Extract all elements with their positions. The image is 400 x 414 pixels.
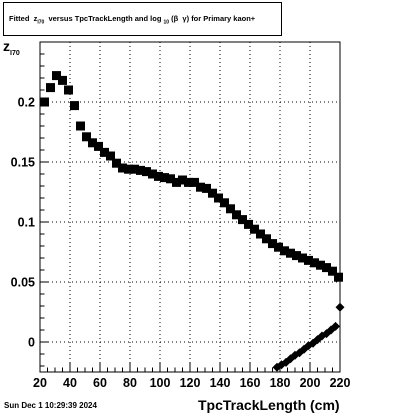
data-point-square [274, 242, 283, 252]
data-point-square [124, 164, 133, 174]
data-point-square [334, 272, 343, 282]
title-beta: (β [171, 14, 179, 23]
data-point-square [184, 177, 193, 187]
data-point-square [76, 121, 85, 131]
axis-ticks [39, 41, 341, 372]
data-point-square [202, 183, 211, 193]
data-marks [40, 71, 345, 372]
data-point-square [70, 101, 79, 111]
x-tick-label: 80 [123, 376, 137, 390]
data-point-square [298, 253, 307, 263]
y-tick-label: 0 [28, 336, 35, 350]
x-tick-label: 180 [270, 376, 291, 390]
y-tick-label: 0.1 [18, 216, 35, 230]
data-point-square [238, 215, 247, 225]
data-point-square [262, 234, 271, 244]
data-point-square [286, 248, 295, 258]
y-axis-label-sub: I70 [10, 49, 20, 57]
data-point-square [250, 224, 259, 234]
grid [40, 42, 340, 372]
data-point-diamond [335, 302, 345, 312]
footer-timestamp: Sun Dec 1 10:29:39 2024 [4, 401, 97, 410]
data-point-square [136, 165, 145, 175]
data-point-square [280, 246, 289, 256]
x-tick-label: 60 [93, 376, 107, 390]
x-tick-label: 220 [330, 376, 351, 390]
data-point-square [94, 141, 103, 151]
y-tick-label: 0.15 [11, 156, 35, 170]
x-tick-label: 40 [63, 376, 77, 390]
data-point-diamond [331, 321, 340, 331]
tick-labels: 20 40 60 80 100 120 140 160 180 200 220 0 0.05 0.1 0.1… [11, 96, 351, 391]
data-point-square [166, 174, 175, 184]
data-point-square [310, 258, 319, 268]
x-tick-label: 120 [180, 376, 201, 390]
y-axis-label: zI70 [3, 38, 20, 57]
data-point-square [214, 193, 223, 203]
data-point-square [154, 171, 163, 181]
title-log-sub: 10 [163, 19, 170, 26]
data-point-square [322, 263, 331, 273]
data-point-square [142, 167, 151, 177]
data-point-square [226, 204, 235, 214]
y-tick-label: 0.05 [11, 276, 35, 290]
x-tick-label: 100 [150, 376, 171, 390]
title-box: Fitted zI70 versus TpcTrackLength and lo… [3, 2, 282, 36]
data-point-square [172, 177, 181, 187]
data-point-square [58, 75, 67, 85]
data-point-square [316, 260, 325, 270]
data-point-square [118, 163, 127, 173]
data-point-square [268, 239, 277, 249]
data-point-square [232, 210, 241, 220]
data-point-square [130, 164, 139, 174]
data-point-square [100, 147, 109, 157]
x-axis-label: TpcTrackLength (cm) [198, 397, 340, 413]
x-tick-label: 160 [240, 376, 261, 390]
data-point-square [328, 266, 337, 276]
data-point-square [148, 169, 157, 179]
chart-title: Fitted zI70 versus TpcTrackLength and lo… [9, 14, 255, 26]
data-point-square [52, 71, 61, 81]
data-point-square [82, 132, 91, 142]
data-point-square [160, 173, 169, 183]
data-point-square [196, 182, 205, 192]
x-tick-label: 20 [33, 376, 47, 390]
x-tick-label: 140 [210, 376, 231, 390]
title-suffix: for Primary kaon+ [191, 14, 256, 23]
data-point-square [304, 255, 313, 265]
y-tick-label: 0.2 [18, 96, 35, 110]
data-point-square [244, 219, 253, 229]
title-gamma: γ) [182, 14, 190, 23]
data-point-square [106, 151, 115, 161]
title-z: z [33, 14, 38, 23]
title-mid: versus TpcTrackLength and log [48, 14, 162, 23]
y-axis-label-main: z [3, 38, 10, 54]
data-point-square [190, 177, 199, 187]
data-point-square [112, 158, 121, 168]
title-z-sub: I70 [37, 19, 45, 26]
data-point-square [64, 85, 73, 95]
data-point-square [40, 97, 49, 107]
data-point-square [292, 251, 301, 261]
data-point-square [46, 83, 55, 93]
data-point-square [256, 229, 265, 239]
data-point-square [208, 188, 217, 198]
data-point-square [220, 198, 229, 208]
x-tick-label: 200 [300, 376, 321, 390]
title-prefix: Fitted [9, 14, 30, 23]
data-point-square [88, 138, 97, 148]
data-point-square [178, 175, 187, 185]
